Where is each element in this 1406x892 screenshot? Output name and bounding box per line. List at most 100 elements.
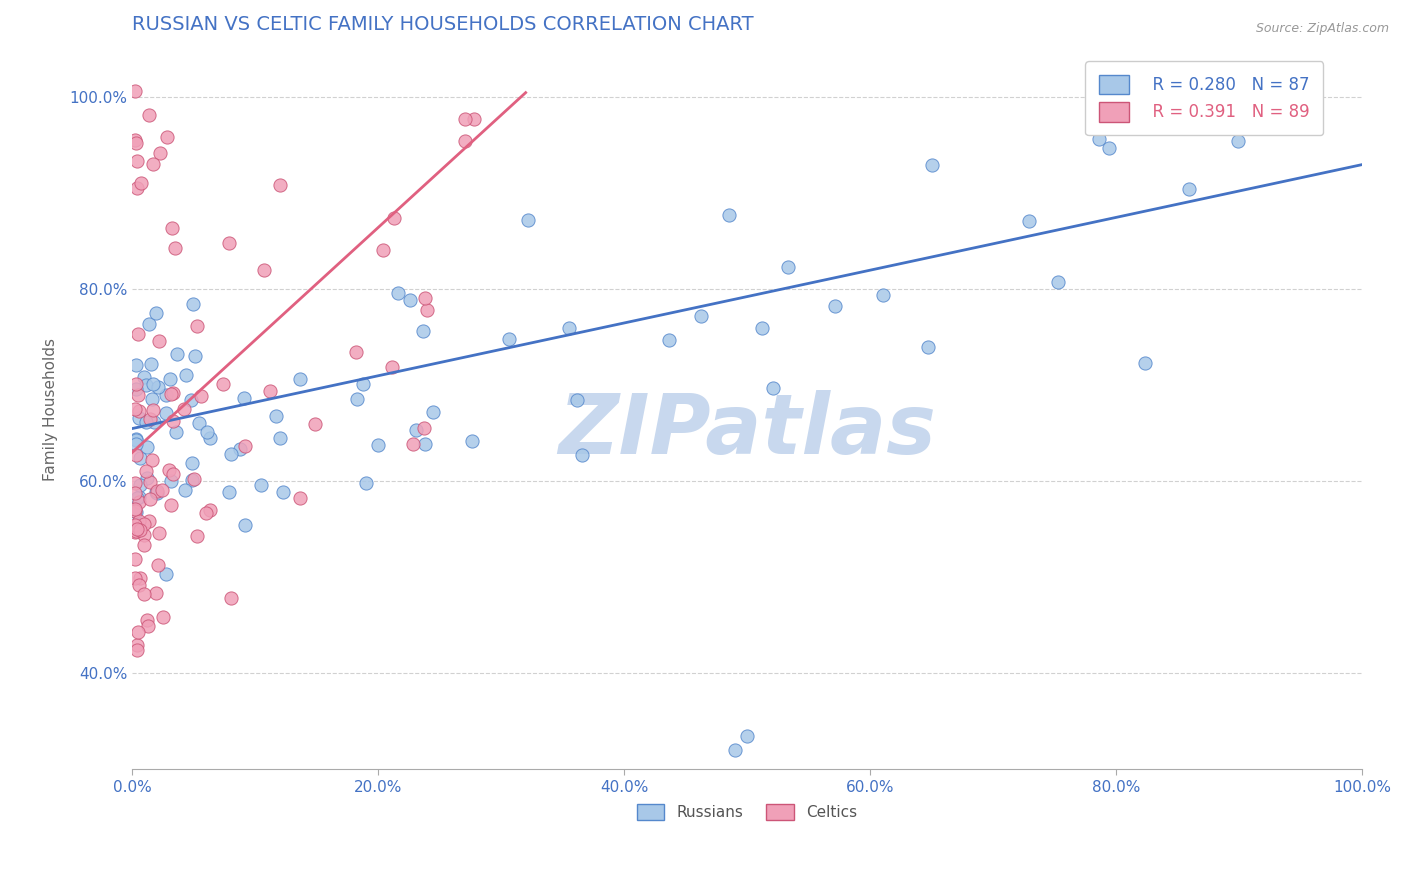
Point xyxy=(354,476,377,491)
Point xyxy=(198,431,221,445)
Point xyxy=(136,440,159,454)
Point xyxy=(148,526,170,541)
Point xyxy=(717,208,740,222)
Text: ZIPatlas: ZIPatlas xyxy=(558,391,936,472)
Point xyxy=(422,405,444,419)
Point xyxy=(125,136,148,151)
Point xyxy=(160,499,183,513)
Point xyxy=(150,483,173,497)
Point xyxy=(269,178,291,192)
Point xyxy=(155,406,177,420)
Point xyxy=(125,522,148,536)
Point xyxy=(159,387,181,401)
Point xyxy=(135,415,157,429)
Point xyxy=(135,464,157,478)
Point xyxy=(413,291,436,305)
Point xyxy=(724,743,747,757)
Point xyxy=(735,729,758,743)
Point xyxy=(165,425,187,439)
Point xyxy=(921,158,943,172)
Point xyxy=(141,392,163,407)
Point xyxy=(402,437,425,451)
Point xyxy=(159,372,181,386)
Point xyxy=(181,473,204,487)
Point xyxy=(124,517,146,532)
Point xyxy=(159,474,181,488)
Point xyxy=(125,437,148,451)
Point xyxy=(218,485,240,500)
Point xyxy=(124,448,146,462)
Point xyxy=(128,514,150,528)
Y-axis label: Family Households: Family Households xyxy=(44,338,58,481)
Point xyxy=(162,385,184,400)
Point xyxy=(233,391,256,405)
Point xyxy=(186,528,208,542)
Point xyxy=(382,211,405,226)
Point xyxy=(1178,182,1201,196)
Point xyxy=(346,392,368,407)
Point xyxy=(124,524,146,539)
Point xyxy=(125,154,148,169)
Point xyxy=(1047,275,1070,289)
Point xyxy=(128,410,150,425)
Point xyxy=(198,503,221,517)
Point xyxy=(463,112,485,126)
Point xyxy=(413,437,436,451)
Point xyxy=(134,528,156,542)
Point xyxy=(124,571,146,585)
Point xyxy=(1018,213,1040,227)
Point xyxy=(352,376,374,391)
Point xyxy=(162,467,184,481)
Point xyxy=(124,486,146,500)
Point xyxy=(125,524,148,538)
Point xyxy=(163,241,186,255)
Point xyxy=(139,411,162,425)
Point xyxy=(219,591,242,606)
Point xyxy=(778,260,800,274)
Point xyxy=(132,369,155,384)
Point xyxy=(134,538,156,552)
Point xyxy=(145,484,167,499)
Point xyxy=(229,442,252,457)
Point xyxy=(381,359,404,374)
Point xyxy=(405,423,427,437)
Point xyxy=(290,491,312,506)
Point xyxy=(233,517,256,532)
Point xyxy=(136,619,159,633)
Point xyxy=(125,491,148,505)
Point xyxy=(129,524,152,538)
Point xyxy=(184,349,207,363)
Point xyxy=(412,324,434,338)
Point xyxy=(127,638,149,652)
Point xyxy=(146,485,169,500)
Point xyxy=(160,220,183,235)
Point xyxy=(1087,132,1109,146)
Point xyxy=(173,401,195,416)
Point xyxy=(454,134,477,148)
Point xyxy=(174,368,197,383)
Point xyxy=(367,438,389,452)
Point xyxy=(125,642,148,657)
Point xyxy=(149,146,172,161)
Point xyxy=(516,213,538,227)
Point xyxy=(233,439,256,453)
Point xyxy=(124,504,146,518)
Point xyxy=(344,345,367,359)
Point xyxy=(415,303,437,318)
Point xyxy=(413,421,436,435)
Point xyxy=(125,376,148,391)
Point xyxy=(128,578,150,592)
Point xyxy=(190,389,212,403)
Point xyxy=(762,381,785,395)
Point xyxy=(129,451,152,466)
Point xyxy=(135,378,157,392)
Point xyxy=(195,506,218,520)
Point xyxy=(219,447,242,461)
Point xyxy=(146,558,169,573)
Point xyxy=(183,472,205,486)
Point xyxy=(125,433,148,447)
Point xyxy=(139,475,162,489)
Point xyxy=(186,319,208,334)
Point xyxy=(195,425,218,439)
Point xyxy=(136,613,159,627)
